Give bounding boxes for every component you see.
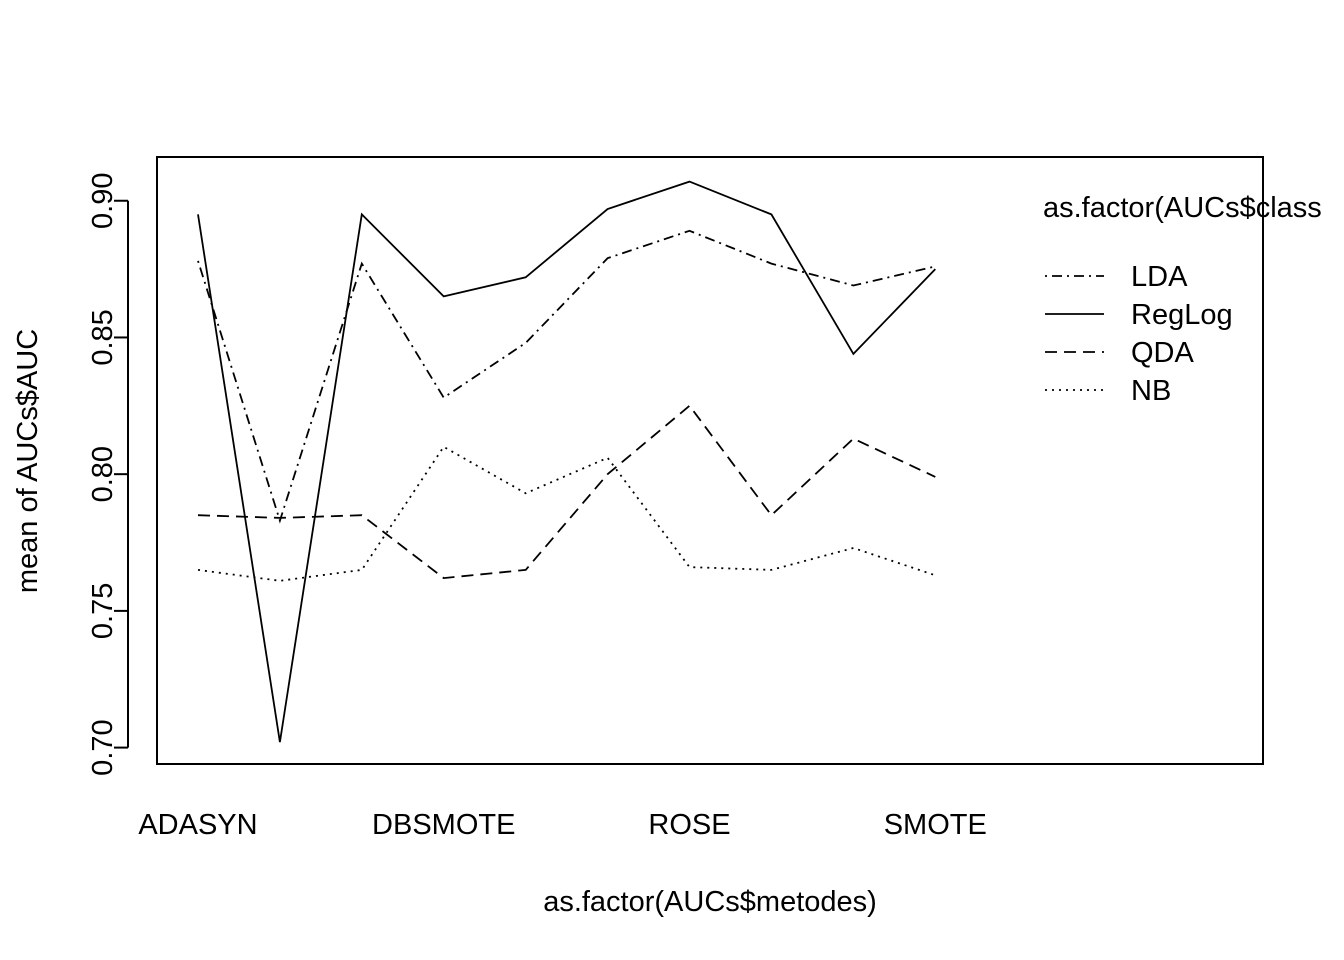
plot-frame (156, 156, 1264, 765)
x-tick-label: ADASYN (138, 809, 257, 841)
x-tick-label: DBSMOTE (372, 809, 515, 841)
series-line-nb (197, 445, 936, 582)
legend-label-qda: QDA (1131, 337, 1195, 369)
legend-label-nb: NB (1131, 375, 1171, 407)
series-layer (197, 180, 936, 743)
legend-label-lda: LDA (1131, 261, 1188, 293)
series-line-qda (197, 404, 936, 580)
x-axis-title: as.factor(AUCs$metodes) (543, 886, 877, 918)
legend-title: as.factor(AUCs$class (1043, 192, 1322, 224)
legend-label-reglog: RegLog (1131, 299, 1233, 331)
y-tick-label: 0.70 (87, 719, 119, 775)
y-tick-label: 0.75 (87, 583, 119, 639)
x-tick-label: ROSE (648, 809, 730, 841)
x-axis: ADASYN DBSMOTE ROSE SMOTE (138, 809, 987, 841)
series-line-reglog (197, 180, 936, 743)
y-axis-title: mean of AUCs$AUC (12, 329, 44, 593)
y-tick-label: 0.85 (87, 309, 119, 365)
x-tick-label: SMOTE (884, 809, 987, 841)
y-tick-label: 0.90 (87, 173, 119, 229)
legend: as.factor(AUCs$class LDA RegLog QDA NB (1043, 192, 1322, 407)
series-line-lda (197, 229, 936, 524)
y-tick-label: 0.80 (87, 446, 119, 502)
y-axis: 0.70 0.75 0.80 0.85 0.90 (87, 173, 129, 776)
